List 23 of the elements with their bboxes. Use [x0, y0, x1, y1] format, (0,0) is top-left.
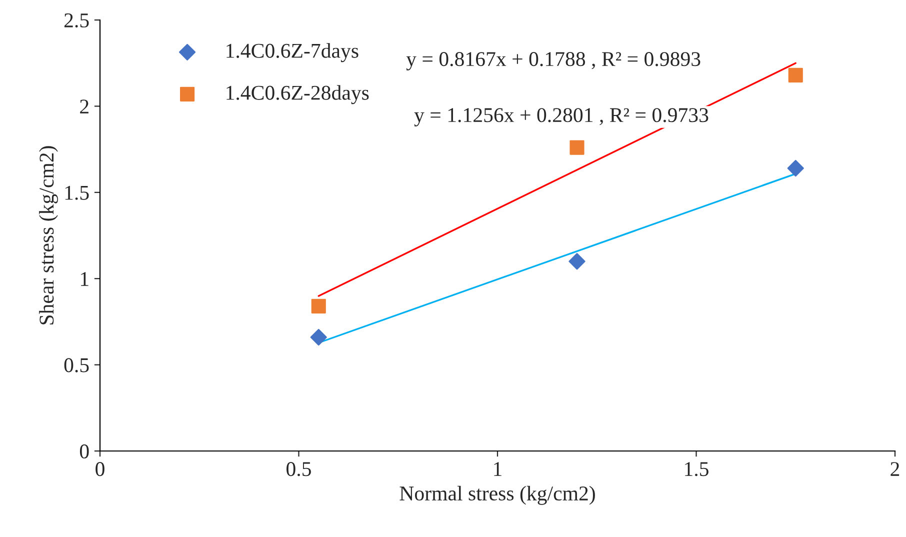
legend-label: 1.4C0.6Z-7days	[226, 43, 358, 62]
point	[787, 160, 804, 177]
x-tick-label: 0.5	[286, 462, 311, 476]
point	[310, 328, 327, 346]
point	[788, 68, 803, 82]
y-tick-label: 2.5	[64, 13, 89, 28]
y-tick-label: 1.5	[65, 186, 89, 200]
x-axis-title: Normal stress (kg/cm2)	[400, 486, 595, 505]
annotation: y = 0.8167x + 0.1788 , R² = 0.9893	[406, 52, 700, 70]
point	[570, 140, 584, 155]
y-tick-label: 2	[80, 100, 88, 114]
legend-label: 1.4C0.6Z-28days	[226, 85, 369, 104]
y-tick-label: 1	[81, 272, 88, 286]
point	[311, 298, 326, 314]
x-tick-label: 1.5	[685, 462, 708, 476]
y-tick-label: 0.5	[64, 358, 89, 372]
x-tick-label: 0	[96, 462, 104, 476]
x-tick-label: 2	[890, 462, 900, 476]
point	[568, 253, 586, 270]
y-tick-label: 0	[80, 444, 89, 458]
y-axis-title: Shear stress (kg/cm2)	[39, 146, 58, 324]
annotation: y = 1.1256x + 0.2801 , R² = 0.9733	[414, 108, 708, 126]
x-tick-label: 1	[494, 462, 502, 476]
